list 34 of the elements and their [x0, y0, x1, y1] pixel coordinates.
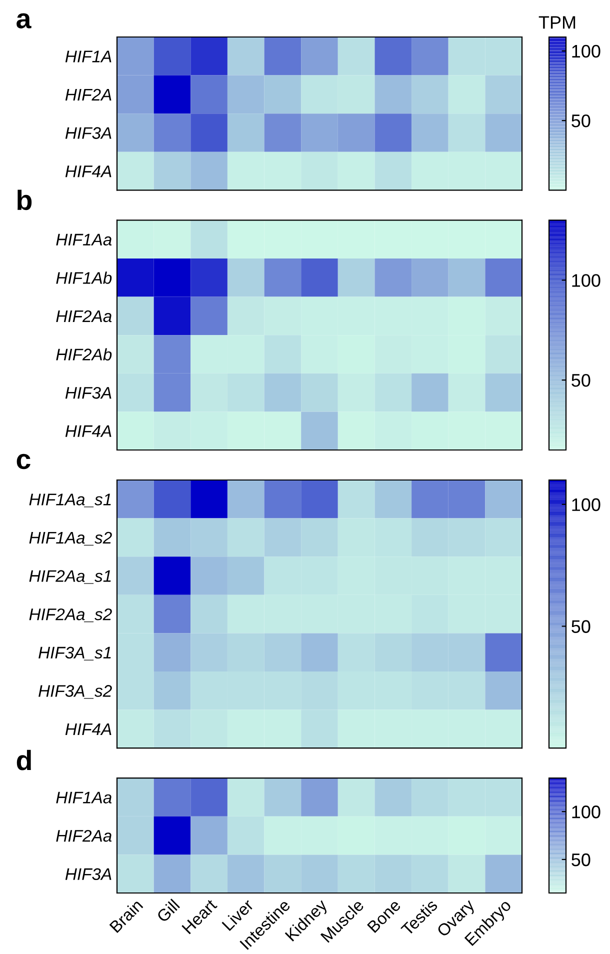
- color-bar-label: 50: [572, 620, 590, 633]
- y-tick-label: HIF1Ab: [56, 272, 112, 284]
- y-tick-label: HIF2Aa: [56, 310, 112, 322]
- y-tick-label: HIF3A: [65, 868, 112, 880]
- y-tick-label: HIF1A: [65, 50, 112, 62]
- y-tick-label: HIF1Aa: [56, 792, 112, 804]
- y-tick-label: HIF3A: [65, 386, 112, 399]
- color-bar-label: 50: [572, 374, 590, 387]
- chart-title: c: [16, 454, 30, 470]
- y-tick-label: HIF1Aa_s1: [29, 494, 111, 508]
- color-bar-label: 100: [572, 274, 600, 287]
- chart-title: d: [16, 750, 31, 770]
- color-bar-label: 50: [572, 853, 590, 866]
- y-tick-label: HIF1Aa: [56, 234, 112, 246]
- chart-title: b: [18, 190, 32, 210]
- color-bar-label: 100: [572, 498, 600, 512]
- y-tick-label: HIF3A_s1: [38, 646, 111, 660]
- color-bar-label: 100: [572, 44, 600, 58]
- chart-title: a: [16, 13, 32, 28]
- y-tick-label: HIF2Aa_s2: [29, 608, 112, 622]
- y-tick-label: HIF3A_s2: [38, 685, 112, 699]
- y-tick-label: HIF4A: [65, 425, 112, 437]
- x-tick-label: Gill: [156, 898, 180, 923]
- y-tick-label: HIF1Aa_s2: [29, 532, 112, 546]
- color-bar-title: TPM: [538, 16, 576, 29]
- y-tick-label: HIF2Ab: [56, 348, 112, 360]
- y-tick-label: HIF2Aa_s1: [29, 570, 111, 584]
- y-tick-label: HIF4A: [65, 166, 112, 178]
- y-tick-label: HIF4A: [65, 724, 112, 735]
- color-bar-label: 100: [572, 806, 600, 818]
- y-tick-label: HIF3A: [65, 127, 112, 139]
- y-tick-label: HIF2A: [65, 88, 112, 100]
- color-bar-label: 50: [572, 114, 590, 128]
- y-tick-label: HIF2Aa: [56, 830, 112, 842]
